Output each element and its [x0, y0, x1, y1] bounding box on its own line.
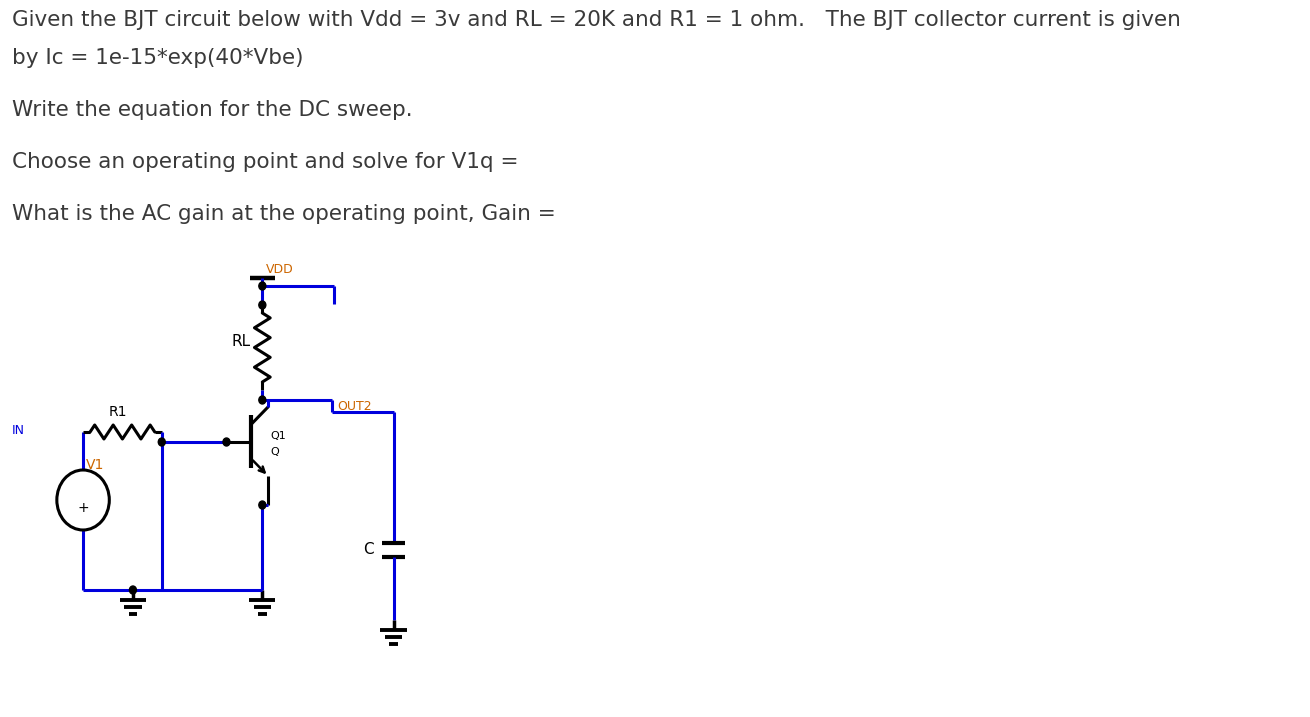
- Text: Given the BJT circuit below with Vdd = 3v and RL = 20K and R1 = 1 ohm.   The BJT: Given the BJT circuit below with Vdd = 3…: [12, 10, 1182, 30]
- Circle shape: [130, 586, 136, 594]
- Text: RL: RL: [232, 335, 250, 349]
- Circle shape: [259, 301, 266, 309]
- Text: OUT2: OUT2: [338, 399, 372, 412]
- Text: +: +: [77, 501, 89, 515]
- Text: Q1: Q1: [270, 431, 286, 441]
- Circle shape: [259, 501, 266, 509]
- Circle shape: [223, 438, 231, 446]
- Text: R1: R1: [109, 405, 127, 419]
- Circle shape: [259, 282, 266, 290]
- Text: C: C: [363, 543, 373, 558]
- Text: VDD: VDD: [266, 263, 293, 276]
- Text: What is the AC gain at the operating point, Gain =: What is the AC gain at the operating poi…: [12, 204, 555, 224]
- Text: IN: IN: [12, 424, 25, 437]
- Text: Choose an operating point and solve for V1q =: Choose an operating point and solve for …: [12, 152, 519, 172]
- Text: Q: Q: [270, 447, 279, 457]
- Text: Write the equation for the DC sweep.: Write the equation for the DC sweep.: [12, 100, 413, 120]
- Circle shape: [159, 438, 165, 446]
- Text: by Ic = 1e-15*exp(40*Vbe): by Ic = 1e-15*exp(40*Vbe): [12, 48, 304, 68]
- Circle shape: [259, 396, 266, 404]
- Text: V1: V1: [85, 458, 103, 472]
